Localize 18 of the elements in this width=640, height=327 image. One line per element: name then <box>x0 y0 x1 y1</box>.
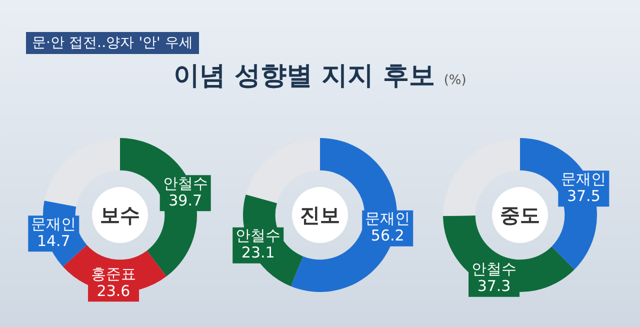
text: 중도 <box>492 187 548 243</box>
text: 보수 <box>92 187 148 243</box>
text: 이념 성향별 지지 후보 <box>174 61 435 91</box>
text: 진보 <box>292 187 348 243</box>
data-label: 37.3 <box>477 277 511 296</box>
slice-label: 홍준표 <box>91 265 136 283</box>
slice-label: 안철수 <box>472 260 517 278</box>
slice-label: 문재인 <box>561 170 606 188</box>
text: 문·안 접전‥양자 '안' 우세 <box>26 32 199 54</box>
data-label: 39.7 <box>168 191 202 210</box>
text: (%) <box>444 73 466 88</box>
slice-label: 문재인 <box>365 210 410 228</box>
data-label: 56.2 <box>370 226 404 245</box>
data-label: 23.1 <box>241 244 275 262</box>
data-label: 37.5 <box>566 187 600 206</box>
slice-label: 안철수 <box>236 226 281 245</box>
slice-label: 안철수 <box>162 174 208 192</box>
data-label: 23.6 <box>96 282 130 300</box>
